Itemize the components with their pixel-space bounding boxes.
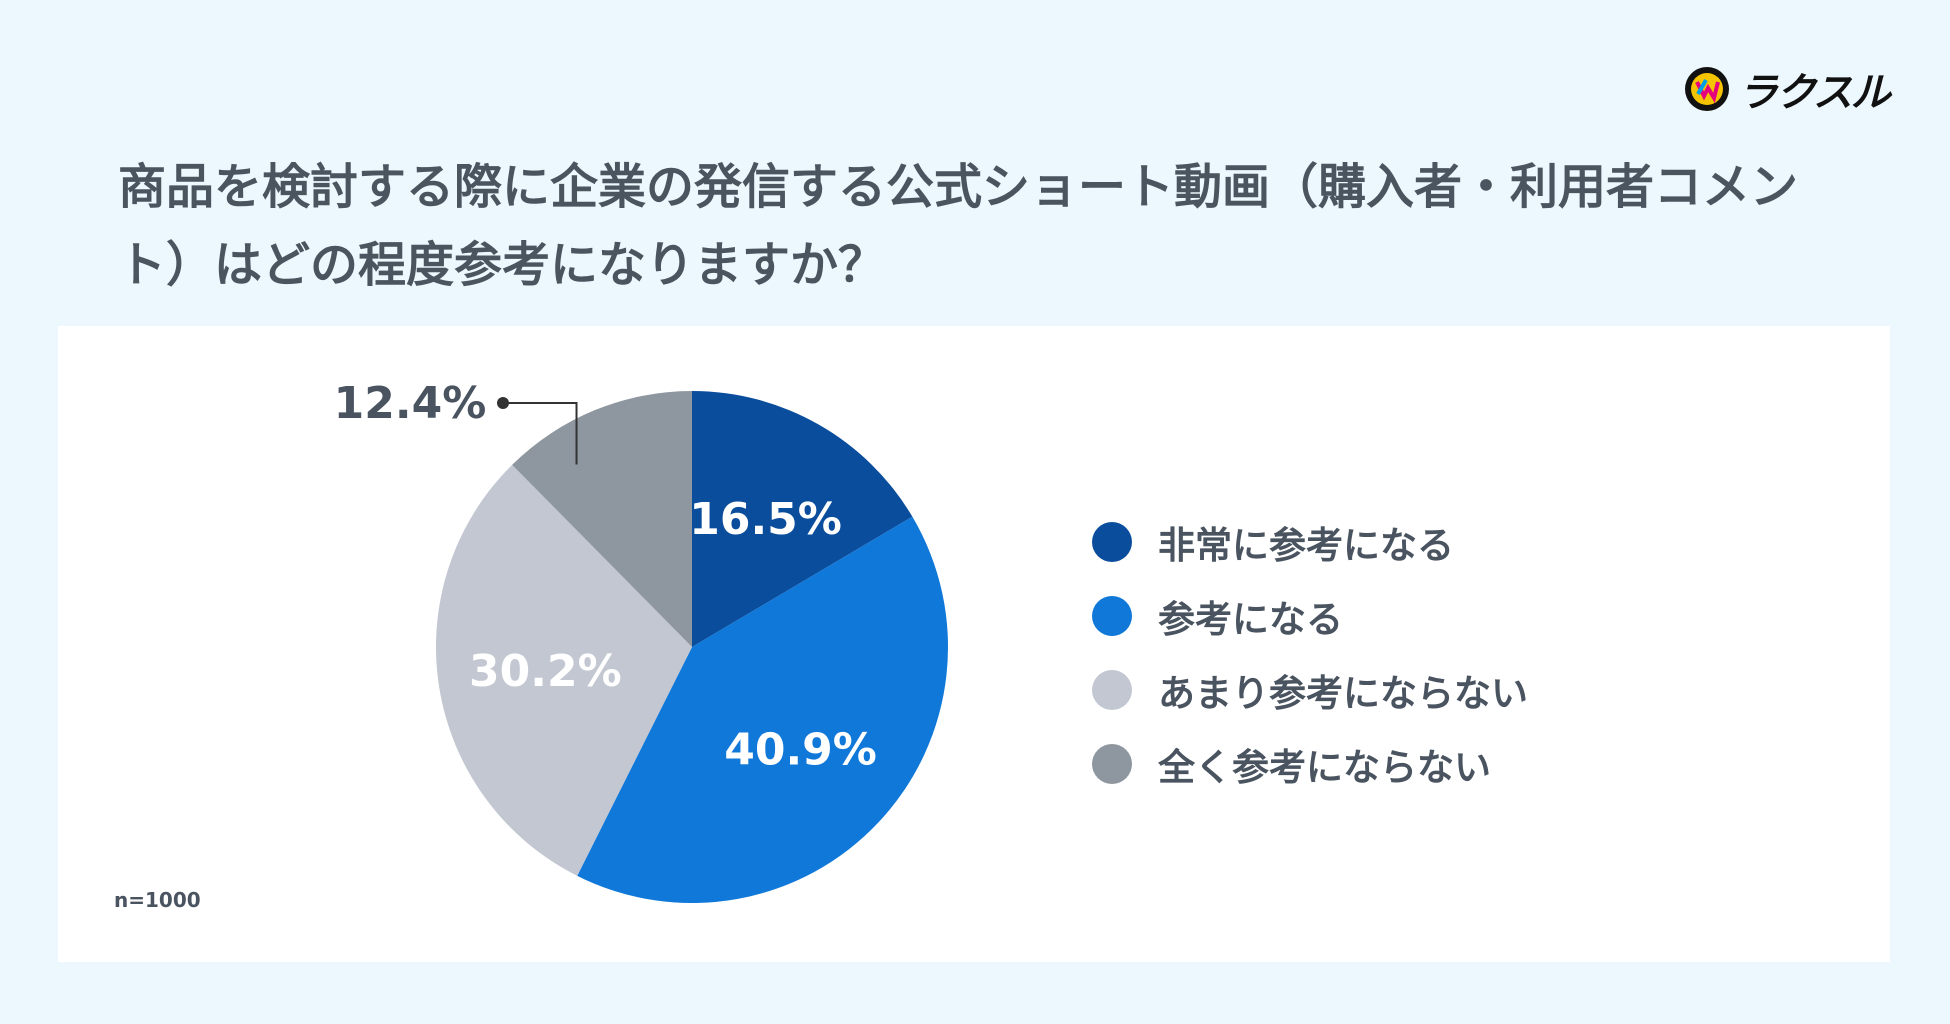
legend-label: 全く参考にならない	[1158, 746, 1491, 789]
slice-label-not-very-helpful: 30.2%	[469, 646, 622, 697]
slice-label-not-helpful-at-all: 12.4%	[334, 378, 487, 429]
logo-text: ラクスル	[1738, 70, 1891, 116]
legend-item-very-helpful: 非常に参考になる	[1092, 505, 1528, 579]
sample-size-label: n=1000	[114, 888, 201, 912]
pie-slice-not-very-helpful	[435, 464, 692, 876]
legend-label: あまり参考にならない	[1158, 672, 1528, 715]
pie-slice-helpful	[577, 516, 948, 903]
chart-title: 商品を検討する際に企業の発信する公式ショート動画（購入者・利用者コメント）はどの…	[118, 159, 1799, 293]
legend-swatch	[1092, 744, 1132, 784]
leader-dot	[497, 397, 509, 409]
raksul-logo-icon	[1685, 67, 1729, 111]
pie-slice-not-helpful-at-all	[512, 391, 692, 647]
chart-legend: 非常に参考になる 参考になるあまり参考にならない 全く参考にならない	[1092, 505, 1528, 801]
legend-swatch	[1092, 596, 1132, 636]
chart-card	[58, 326, 1890, 962]
legend-label: 非常に参考になる	[1158, 524, 1454, 567]
legend-item-not-helpful-at-all: 全く参考にならない	[1092, 727, 1528, 801]
slice-label-very-helpful: 16.5%	[689, 494, 842, 545]
legend-swatch	[1092, 670, 1132, 710]
slice-label-helpful: 40.9%	[724, 724, 877, 775]
leader-line	[503, 402, 578, 465]
legend-swatch	[1092, 522, 1132, 562]
legend-label: 参考になる	[1158, 598, 1343, 641]
legend-item-not-very-helpful: あまり参考にならない	[1092, 653, 1528, 727]
brand-logo: ラクスル	[1684, 60, 1891, 118]
pie-slice-very-helpful	[692, 391, 913, 647]
legend-item-helpful: 参考になる	[1092, 579, 1528, 653]
